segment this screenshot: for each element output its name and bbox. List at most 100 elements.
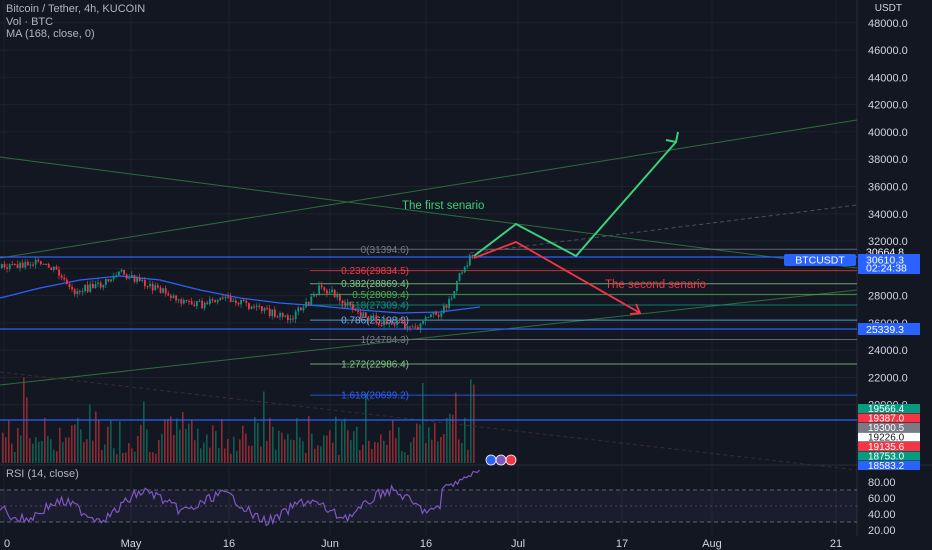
candle-body (149, 283, 151, 287)
volume-bar (461, 443, 463, 463)
candle-body (326, 290, 328, 294)
volume-bar (167, 418, 169, 463)
rsi-band (0, 490, 857, 522)
candle-body (328, 292, 331, 294)
candle-body (42, 264, 45, 266)
volume-bar (368, 440, 370, 463)
candle-body (34, 259, 37, 265)
volume-bar (266, 440, 268, 463)
candle-body (248, 302, 250, 309)
candle-body (112, 276, 115, 280)
candle-body (235, 300, 237, 304)
volume-bar (59, 427, 61, 463)
volume-bar (140, 424, 142, 463)
support-trendline (0, 289, 858, 386)
candle-body (146, 286, 149, 288)
candle-body (404, 321, 406, 329)
candle-body (141, 280, 144, 282)
candle-body (183, 300, 185, 304)
event-icon (485, 454, 497, 466)
fib-level-label: 0.786(26198.9) (341, 316, 409, 327)
candle-body (133, 275, 136, 282)
candle-body (359, 312, 362, 318)
candle-body (430, 314, 432, 318)
volume-bar (176, 418, 178, 463)
volume-bar (287, 433, 289, 463)
symbol-title[interactable]: Bitcoin / Tether, 4h, KUCOIN (6, 3, 146, 15)
volume-bar (365, 393, 367, 463)
candle-body (461, 272, 463, 274)
candle-body (310, 296, 313, 306)
candle-body (432, 312, 435, 315)
candle-body (240, 299, 242, 305)
candle-body (172, 295, 175, 298)
candle-body (151, 283, 154, 291)
candle-body (315, 294, 318, 296)
volume-bar (473, 384, 475, 463)
candle-body (8, 264, 11, 269)
volume-bar (398, 427, 400, 463)
candle-body (136, 277, 138, 282)
candle-body (125, 274, 128, 279)
candle-body (302, 307, 305, 311)
candle-body (73, 289, 76, 295)
volume-bar (191, 419, 193, 463)
candle-body (110, 279, 112, 282)
rsi-indicator-label[interactable]: RSI (14, close) (6, 468, 79, 480)
volume-bar (371, 449, 373, 463)
volume-bar (119, 421, 121, 463)
support-price-badge (858, 323, 920, 335)
candle-body (227, 296, 229, 298)
candle-body (419, 323, 422, 330)
volume-bar (161, 433, 163, 463)
candle-body (29, 264, 32, 266)
volume-bar (110, 420, 112, 463)
candle-body (398, 319, 401, 321)
volume-bar (227, 438, 229, 463)
volume-bar (68, 437, 70, 463)
volume-bar (17, 428, 19, 463)
second-scenario-path (473, 241, 641, 314)
candle-body (222, 297, 224, 299)
volume-bar (158, 439, 160, 463)
candle-body (164, 288, 167, 294)
volume-bar (260, 446, 262, 463)
candle-body (339, 294, 341, 301)
volume-bar (224, 448, 226, 463)
candle-body (401, 320, 404, 322)
time-tick-label: 17 (616, 538, 628, 550)
ma-indicator-label[interactable]: MA (168, close, 0) (6, 28, 95, 40)
volume-bar (206, 434, 208, 463)
volume-bar (359, 450, 361, 463)
candle-body (177, 299, 180, 301)
price-tick-label: 46000.0 (868, 45, 908, 57)
candle-body (128, 277, 131, 279)
volume-bar (71, 425, 73, 463)
candle-body (294, 311, 297, 320)
volume-bar (173, 435, 175, 463)
volume-bar (104, 444, 106, 463)
fib-level-label: 1(24784.3) (361, 335, 409, 346)
volume-bar (335, 416, 337, 463)
candle-body (19, 262, 21, 269)
volume-bar (203, 442, 205, 463)
volume-bar (131, 448, 133, 463)
candle-body (349, 301, 352, 305)
volume-bar (128, 443, 130, 463)
candle-body (196, 300, 198, 307)
candle-body (6, 267, 8, 269)
candle-body (245, 300, 248, 303)
volume-bar (164, 419, 166, 463)
volume-bar (314, 448, 316, 463)
candle-body (274, 309, 276, 317)
volume-bar (305, 452, 307, 463)
volume-value-label: 19135.6 (868, 442, 905, 453)
volume-value-badge (858, 413, 920, 423)
volume-indicator-label[interactable]: Vol · BTC (6, 15, 54, 28)
volume-value-label: 19566.4 (868, 404, 905, 415)
volume-bar (98, 420, 100, 463)
candle-body (3, 263, 6, 268)
volume-bar (332, 442, 334, 463)
volume-bar (230, 453, 232, 463)
